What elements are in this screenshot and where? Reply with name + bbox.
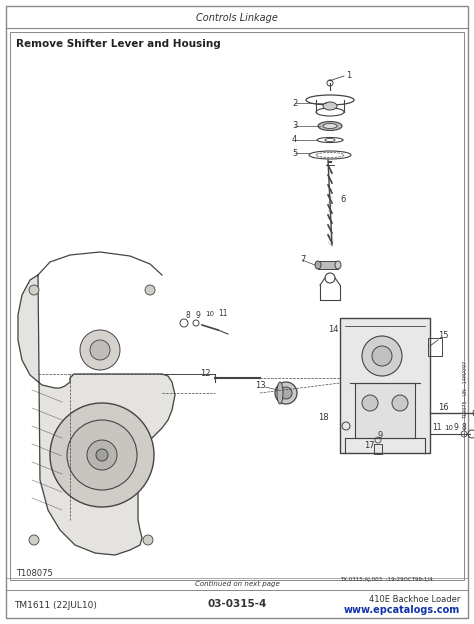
Bar bbox=[374, 444, 382, 454]
Text: 12: 12 bbox=[200, 369, 210, 379]
Circle shape bbox=[29, 535, 39, 545]
Bar bbox=[318, 261, 338, 269]
Circle shape bbox=[50, 403, 154, 507]
Circle shape bbox=[87, 440, 117, 470]
Text: 10: 10 bbox=[205, 311, 214, 317]
Text: 2: 2 bbox=[292, 99, 297, 107]
Text: Continued on next page: Continued on next page bbox=[195, 581, 279, 587]
Text: 13: 13 bbox=[255, 381, 265, 389]
Text: 6: 6 bbox=[340, 195, 346, 205]
Text: TM1611 (22JUL10): TM1611 (22JUL10) bbox=[14, 602, 97, 610]
Text: 11: 11 bbox=[218, 310, 228, 318]
Ellipse shape bbox=[323, 124, 337, 129]
Ellipse shape bbox=[335, 261, 341, 269]
Text: 3: 3 bbox=[292, 122, 297, 130]
Text: www.epcatalogs.com: www.epcatalogs.com bbox=[344, 605, 460, 615]
Circle shape bbox=[145, 285, 155, 295]
Text: 8: 8 bbox=[462, 424, 467, 432]
Circle shape bbox=[372, 346, 392, 366]
Text: 10: 10 bbox=[444, 425, 453, 431]
Text: 18: 18 bbox=[318, 414, 328, 422]
Ellipse shape bbox=[323, 102, 337, 110]
Bar bbox=[428, 338, 442, 356]
Circle shape bbox=[90, 340, 110, 360]
Bar bbox=[355, 383, 415, 438]
Bar bbox=[10, 32, 464, 580]
Polygon shape bbox=[18, 275, 175, 555]
Text: 14: 14 bbox=[328, 326, 338, 334]
Text: 410E Backhoe Loader: 410E Backhoe Loader bbox=[369, 595, 460, 605]
Circle shape bbox=[362, 336, 402, 376]
Text: 9: 9 bbox=[378, 432, 383, 441]
Ellipse shape bbox=[275, 382, 297, 404]
Text: TX,0315,AJ,003  -19-29OCT99-1/4: TX,0315,AJ,003 -19-29OCT99-1/4 bbox=[340, 577, 433, 582]
Circle shape bbox=[96, 449, 108, 461]
Text: 7: 7 bbox=[300, 255, 305, 265]
Text: 5: 5 bbox=[292, 149, 297, 157]
Text: T10075—UN—14MAY97: T10075—UN—14MAY97 bbox=[464, 361, 468, 419]
Text: 03-0315-4: 03-0315-4 bbox=[207, 599, 267, 609]
Circle shape bbox=[362, 395, 378, 411]
Text: 15: 15 bbox=[438, 331, 448, 341]
Ellipse shape bbox=[315, 261, 321, 269]
Circle shape bbox=[29, 285, 39, 295]
Ellipse shape bbox=[277, 382, 283, 404]
Text: Remove Shifter Lever and Housing: Remove Shifter Lever and Housing bbox=[16, 39, 221, 49]
Circle shape bbox=[67, 420, 137, 490]
Circle shape bbox=[80, 330, 120, 370]
Text: 16: 16 bbox=[438, 404, 448, 412]
Circle shape bbox=[143, 535, 153, 545]
Text: 11: 11 bbox=[432, 424, 441, 432]
Text: 17: 17 bbox=[364, 442, 374, 451]
Text: Controls Linkage: Controls Linkage bbox=[196, 13, 278, 23]
Circle shape bbox=[392, 395, 408, 411]
Text: 9: 9 bbox=[196, 311, 201, 321]
Text: 4: 4 bbox=[292, 135, 297, 145]
Ellipse shape bbox=[318, 122, 342, 130]
Text: T108075: T108075 bbox=[16, 570, 53, 578]
Bar bbox=[340, 318, 430, 453]
Text: 8: 8 bbox=[186, 311, 191, 321]
Text: 1: 1 bbox=[346, 72, 351, 80]
Text: 9: 9 bbox=[454, 424, 459, 432]
Ellipse shape bbox=[280, 387, 292, 399]
